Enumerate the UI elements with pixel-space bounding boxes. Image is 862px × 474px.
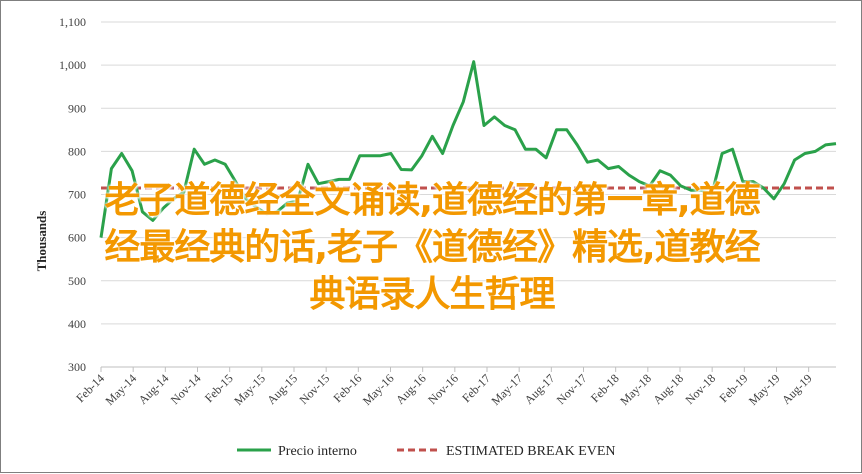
x-tick-label: Nov-15	[296, 371, 332, 407]
x-tick-label: Aug-15	[264, 371, 300, 407]
y-tick-label: 500	[68, 274, 86, 288]
x-tick-label: Feb-18	[588, 371, 622, 405]
overlay-line-3: 典语录人生哲理	[309, 274, 555, 315]
axes	[100, 366, 836, 372]
x-axis-tick-labels: Feb-14May-14Aug-14Nov-14Feb-15May-15Aug-…	[73, 371, 815, 408]
x-tick-label: May-16	[360, 371, 397, 408]
series-line-precio-interno	[99, 60, 837, 238]
y-tick-label: 600	[68, 231, 86, 245]
y-tick-label: 900	[68, 101, 86, 115]
legend-label-precio-interno: Precio interno	[278, 444, 357, 459]
x-tick-label: Aug-18	[650, 371, 686, 407]
watermark-overlay-text: 老子道德经全文诵读,道德经的第一章,道德 经最经典的话,老子《道德经》精选,道教…	[11, 177, 853, 318]
y-tick-label: 300	[68, 360, 86, 374]
x-tick-label: Aug-17	[522, 371, 558, 407]
legend-label-estimated-break-even: ESTIMATED BREAK EVEN	[446, 444, 616, 459]
y-tick-label: 800	[68, 144, 86, 158]
x-tick-label: Feb-17	[459, 371, 493, 405]
x-tick-label: May-14	[103, 371, 140, 408]
x-tick-label: Feb-14	[73, 371, 107, 405]
overlay-line-1: 老子道德经全文诵读,道德经的第一章,道德	[104, 180, 760, 221]
gridlines	[101, 21, 836, 368]
y-axis-tick-labels: 300 400 500 600 700 800 900 1,000 1,100	[59, 15, 86, 374]
x-tick-label: May-18	[617, 371, 654, 408]
x-tick-label: May-15	[231, 371, 268, 408]
x-tick-label: Aug-16	[393, 371, 429, 407]
x-tick-label: Nov-17	[554, 371, 590, 407]
x-tick-label: Aug-19	[779, 371, 815, 407]
x-tick-label: Nov-18	[682, 371, 718, 407]
x-tick-label: May-17	[489, 371, 526, 408]
x-tick-label: Nov-14	[168, 371, 204, 407]
legend: Precio interno ESTIMATED BREAK EVEN	[237, 444, 616, 459]
y-tick-label: 400	[68, 317, 86, 331]
y-tick-label: 700	[68, 188, 86, 202]
y-tick-label: 1,000	[59, 58, 86, 72]
x-tick-label: Feb-19	[717, 371, 751, 405]
y-axis-label: Thousands	[34, 211, 49, 272]
y-tick-label: 1,100	[59, 15, 86, 29]
x-tick-label: Feb-16	[331, 371, 365, 405]
x-tick-label: May-19	[746, 371, 783, 408]
x-tick-label: Aug-14	[136, 371, 172, 407]
x-tick-label: Feb-15	[202, 371, 236, 405]
overlay-line-2: 经最经典的话,老子《道德经》精选,道教经	[104, 227, 760, 268]
x-tick-label: Nov-16	[425, 371, 461, 407]
series-lines	[99, 60, 837, 238]
